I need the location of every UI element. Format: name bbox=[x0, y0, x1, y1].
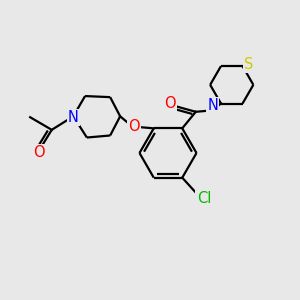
Text: O: O bbox=[33, 146, 45, 160]
Text: O: O bbox=[128, 119, 140, 134]
Text: O: O bbox=[164, 96, 176, 111]
Text: Cl: Cl bbox=[197, 190, 211, 206]
Text: N: N bbox=[207, 98, 218, 113]
Text: S: S bbox=[244, 57, 254, 72]
Text: N: N bbox=[68, 110, 79, 125]
